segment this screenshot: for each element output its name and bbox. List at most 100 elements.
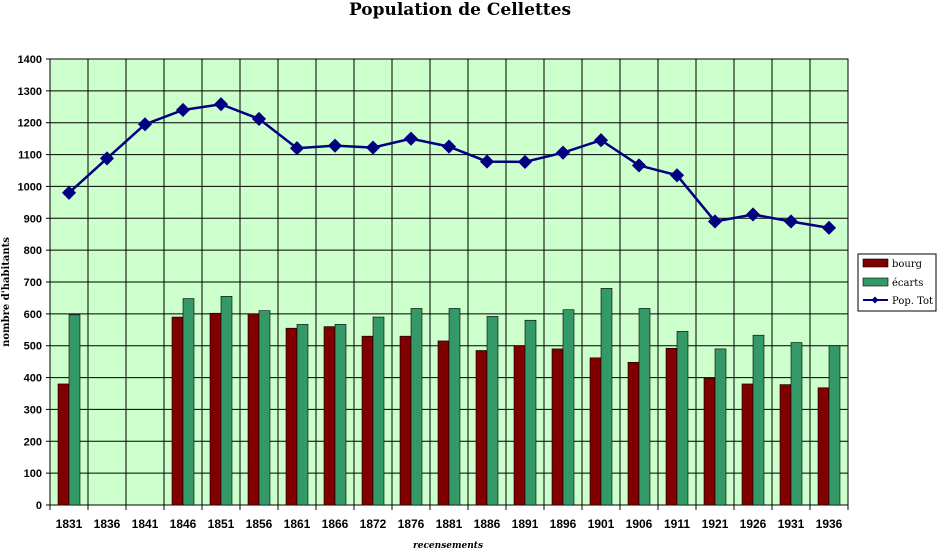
bar-ecarts (220, 296, 233, 506)
y-tick-label: 300 (24, 404, 42, 416)
bars (57, 288, 841, 506)
bar-bourg (323, 326, 336, 506)
point-pop-tot (555, 145, 571, 160)
x-tick-label: 1891 (512, 517, 539, 531)
x-tick-label: 1836 (94, 517, 121, 531)
bar-ecarts (182, 298, 195, 506)
bar-ecarts (334, 324, 347, 506)
point-pop-tot (707, 214, 723, 229)
x-tick-label: 1856 (246, 517, 273, 531)
y-axis-label: nombre d'habitants (1, 237, 12, 347)
x-tick-label: 1872 (360, 517, 387, 531)
bar-ecarts (524, 319, 537, 506)
bar-bourg (209, 312, 222, 506)
point-pop-tot (669, 168, 685, 183)
y-tick-label: 900 (24, 213, 42, 225)
y-tick-label: 800 (24, 245, 42, 257)
bar-ecarts (638, 308, 651, 506)
bar-bourg (437, 340, 450, 506)
bar-bourg (57, 383, 70, 506)
bar-bourg (741, 383, 754, 506)
point-pop-tot (365, 140, 381, 155)
bar-bourg (779, 384, 792, 506)
point-pop-tot (631, 158, 647, 173)
point-pop-tot (821, 220, 837, 235)
y-tick-label: 1200 (18, 118, 42, 130)
bar-bourg (285, 327, 298, 506)
bar-bourg (399, 335, 412, 506)
x-tick-label: 1846 (170, 517, 197, 531)
bar-ecarts (676, 331, 689, 506)
x-tick-label: 1881 (436, 517, 463, 531)
x-tick-label: 1906 (626, 517, 653, 531)
x-tick-label: 1861 (284, 517, 311, 531)
y-tick-label: 1300 (18, 86, 42, 98)
x-tick-label: 1841 (132, 517, 159, 531)
x-tick-label: 1866 (322, 517, 349, 531)
point-pop-tot (289, 141, 305, 156)
point-pop-tot (479, 154, 495, 169)
bar-ecarts (68, 314, 81, 506)
point-pop-tot (403, 131, 419, 146)
point-pop-tot (783, 214, 799, 229)
y-tick-label: 700 (24, 277, 42, 289)
point-pop-tot (517, 154, 533, 169)
y-tick-label: 200 (24, 436, 42, 448)
y-tick-label: 500 (24, 341, 42, 353)
x-tick-label: 1876 (398, 517, 425, 531)
bar-ecarts (562, 309, 575, 506)
y-axis-ticks: 0 100 200 300 400 500 600 700 800 900 1000 1100 1200… (18, 54, 50, 512)
bar-bourg (551, 348, 564, 506)
legend-label-bourg: bourg (892, 259, 923, 270)
bar-bourg (475, 350, 488, 506)
bar-ecarts (790, 342, 803, 506)
bar-bourg (171, 316, 184, 506)
bar-bourg (589, 357, 602, 506)
y-tick-label: 0 (36, 500, 42, 512)
x-tick-label: 1931 (778, 517, 805, 531)
bar-ecarts (372, 316, 385, 506)
bar-bourg (703, 377, 716, 506)
x-tick-label: 1851 (208, 517, 235, 531)
bar-ecarts (828, 345, 841, 506)
x-tick-label: 1896 (550, 517, 577, 531)
bar-ecarts (410, 308, 423, 506)
x-axis-label: recensements (413, 541, 483, 549)
x-tick-label: 1911 (664, 517, 690, 531)
bar-bourg (247, 313, 260, 506)
y-tick-label: 100 (24, 468, 42, 480)
y-tick-label: 1400 (18, 54, 42, 66)
legend: bourg écarts Pop. Tot (857, 253, 937, 312)
bar-bourg (513, 345, 526, 506)
bar-ecarts (448, 308, 461, 506)
x-axis-ticks: 1831 1836 1841 1846 1851 1856 1861 1866 1872 1876… (49, 505, 849, 531)
point-pop-tot (441, 139, 457, 154)
bar-ecarts (258, 310, 271, 506)
x-tick-label: 1921 (702, 517, 729, 531)
y-tick-label: 400 (24, 373, 42, 385)
bar-ecarts (600, 288, 613, 506)
chart-title: Population de Cellettes (349, 0, 571, 20)
x-tick-label: 1901 (588, 517, 615, 531)
x-tick-label: 1926 (740, 517, 767, 531)
bar-bourg (361, 335, 374, 506)
x-tick-label: 1831 (56, 517, 83, 531)
legend-swatch-bourg (862, 258, 889, 268)
bar-bourg (627, 361, 640, 506)
y-tick-label: 600 (24, 309, 42, 321)
legend-label-pop-tot: Pop. Tot (892, 296, 933, 307)
x-tick-label: 1886 (474, 517, 501, 531)
bar-ecarts (486, 316, 499, 506)
point-pop-tot (745, 207, 761, 222)
bar-bourg (665, 347, 678, 506)
legend-swatch-pop-tot-marker (871, 296, 879, 304)
legend-swatch-ecarts (862, 277, 889, 287)
point-pop-tot (593, 133, 609, 148)
legend-label-ecarts: écarts (892, 278, 923, 289)
y-tick-label: 1100 (18, 150, 42, 162)
bar-ecarts (296, 324, 309, 506)
point-pop-tot (327, 138, 343, 153)
x-tick-label: 1936 (816, 517, 843, 531)
bar-ecarts (752, 334, 765, 506)
